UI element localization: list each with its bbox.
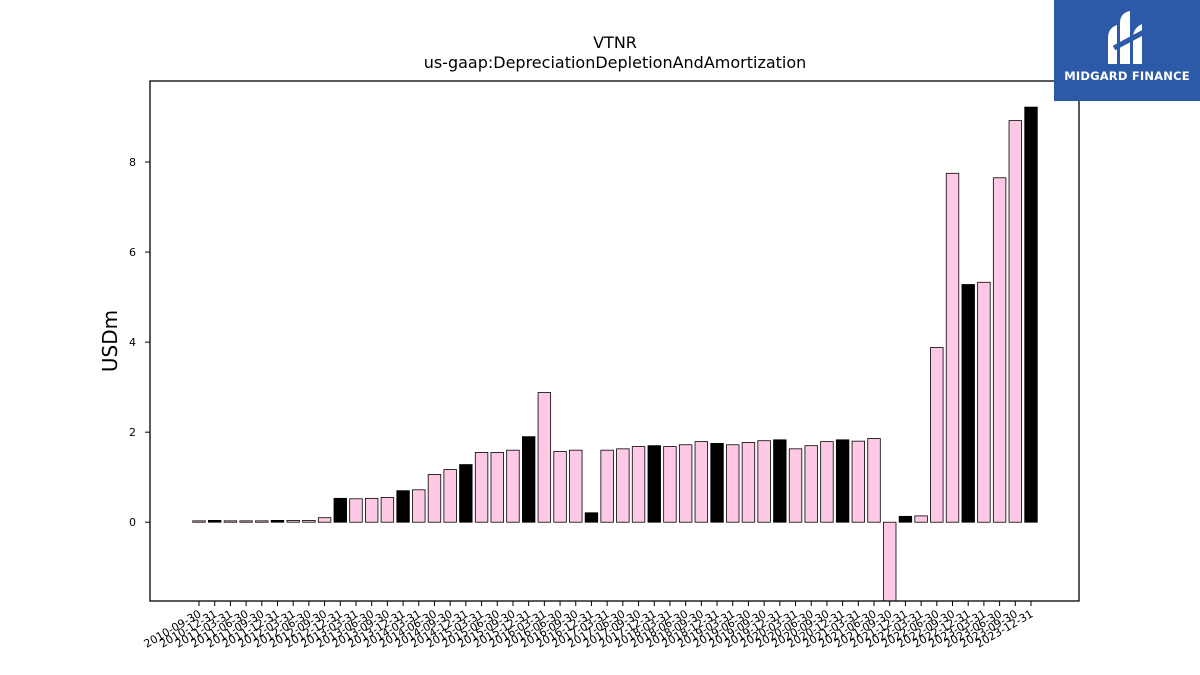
bar-2020-06-30 [804, 445, 818, 523]
bar-2023-12-31 [1024, 106, 1038, 523]
bar-2019-06-30 [741, 442, 756, 523]
bar-series [192, 106, 1038, 602]
bar-2015-03-31 [474, 452, 489, 523]
bar-2022-12-31 [961, 284, 975, 523]
bar-2019-09-30 [757, 440, 771, 523]
bar-2012-09-30 [317, 517, 332, 523]
bar-2018-03-31 [663, 446, 677, 523]
bar-2011-06-30 [239, 520, 253, 523]
bar-2014-09-30 [443, 469, 457, 523]
y-tick-label: 6 [129, 246, 136, 259]
bar-2017-03-31 [600, 449, 614, 523]
bar-2012-03-31 [286, 520, 300, 523]
bar-2022-03-31 [914, 515, 928, 523]
y-axis-ticks: 0 2 4 6 8 [129, 156, 150, 529]
bar-2010-12-31 [208, 520, 222, 523]
bar-2013-06-30 [364, 497, 379, 523]
bar-2017-09-30 [631, 446, 646, 523]
bar-2013-03-31 [349, 498, 363, 523]
bar-2020-09-30 [820, 441, 834, 523]
bar-2016-03-31 [537, 392, 552, 523]
bar-2023-06-30 [992, 177, 1007, 523]
bar-2021-09-30 [883, 521, 897, 602]
bar-2011-12-31 [270, 520, 285, 523]
bar-2018-09-30 [694, 441, 709, 523]
bar-2021-12-31 [898, 515, 913, 523]
y-tick-label: 8 [129, 156, 136, 169]
bar-2017-12-31 [647, 445, 661, 523]
y-tick-label: 4 [129, 336, 136, 349]
bar-2021-06-30 [867, 438, 881, 523]
bar-2015-09-30 [506, 449, 520, 523]
bar-2012-06-30 [302, 520, 316, 523]
y-axis-label: USDm [98, 310, 122, 372]
bar-2022-06-30 [930, 347, 944, 523]
bar-2011-09-30 [255, 520, 269, 523]
chart-subtitle: us-gaap:DepreciationDepletionAndAmortiza… [424, 53, 807, 72]
bar-2014-06-30 [427, 474, 442, 523]
bar-2019-12-31 [773, 439, 787, 523]
bar-2016-06-30 [553, 451, 567, 523]
bar-2011-03-31 [223, 520, 238, 523]
bar-2014-12-31 [459, 464, 473, 523]
bar-2021-03-31 [851, 440, 865, 523]
y-tick-label: 2 [129, 426, 136, 439]
bar-2017-06-30 [616, 448, 630, 523]
y-tick-label: 0 [129, 516, 136, 529]
bar-2016-12-31 [584, 512, 599, 523]
bar-2018-12-31 [710, 443, 724, 523]
bar-2010-09-30 [192, 520, 206, 523]
plot-area-frame [149, 80, 1080, 602]
bar-2018-06-30 [678, 444, 693, 523]
bar-2020-03-31 [788, 448, 803, 523]
brand-logo: MIDGARD FINANCE [1054, 0, 1200, 101]
midgard-logo-icon [1108, 11, 1146, 64]
bar-2012-12-31 [333, 497, 347, 523]
brand-name: MIDGARD FINANCE [1064, 69, 1190, 83]
x-axis-ticks: 2010-09-302010-12-312011-03-312011-06-30… [142, 601, 1036, 651]
bar-2023-03-31 [977, 281, 991, 523]
bar-2015-12-31 [521, 436, 536, 523]
bar-2013-09-30 [380, 497, 395, 523]
bar-2022-09-30 [945, 172, 960, 523]
bar-2023-09-30 [1008, 120, 1022, 523]
bar-2019-03-31 [726, 444, 740, 523]
bar-2020-12-31 [835, 439, 850, 523]
chart-title: VTNR [593, 33, 637, 52]
bar-2013-12-31 [396, 490, 410, 523]
bar-2015-06-30 [490, 452, 504, 523]
bar-2014-03-31 [412, 489, 426, 523]
bar-2016-09-30 [569, 449, 583, 523]
